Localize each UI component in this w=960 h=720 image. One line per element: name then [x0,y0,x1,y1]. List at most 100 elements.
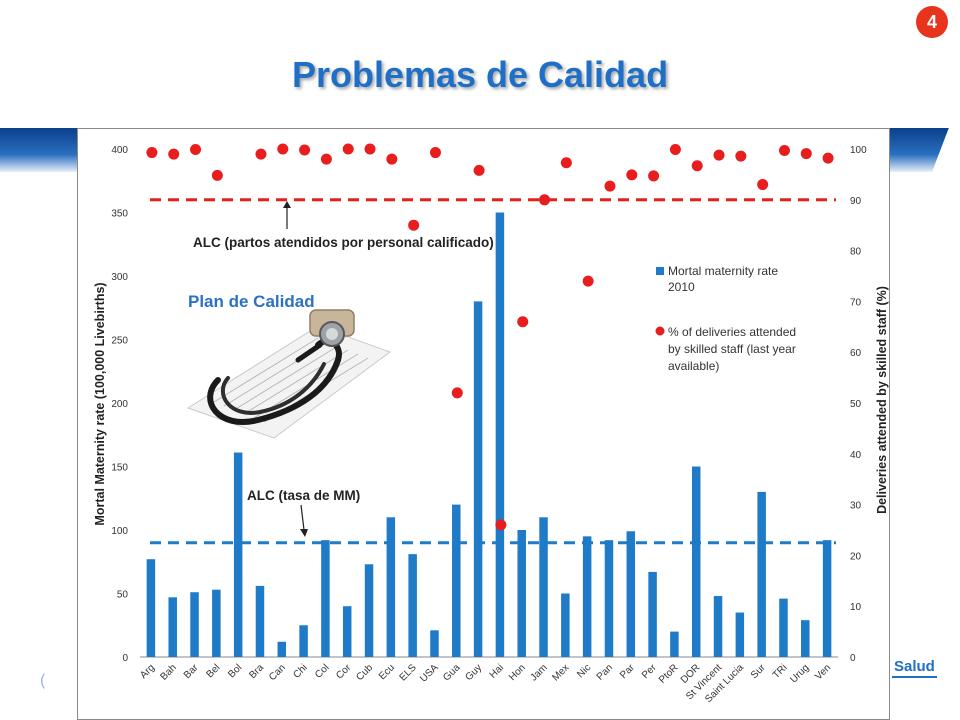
y2-tick-label: 20 [850,551,862,562]
x-tick-label: Gua [441,662,462,683]
bar [233,452,243,657]
bar [670,631,679,657]
bar [452,504,461,657]
header-swoosh-left [0,128,78,172]
bar [408,554,417,657]
bar [495,212,505,657]
dot [560,157,572,169]
y2-tick-label: 60 [850,348,862,359]
bar [255,585,265,657]
dot [735,150,747,162]
bar [539,517,548,657]
bar [582,536,592,657]
x-axis-labels: Arg Bah Bar Bel Bol Bra Can Chi Col Cor Cub Ecu ELS U… [138,662,833,705]
y2-tick-label: 30 [850,501,862,512]
bar [561,593,570,657]
y-tick-label: 150 [111,463,128,474]
bar [190,592,199,657]
x-tick-label: Urug [788,662,811,685]
x-tick-label: Guy [463,662,484,683]
bar [822,540,832,657]
dot [255,148,267,160]
dot [277,143,289,155]
x-tick-label: TRi [771,662,790,681]
x-tick-label: Bar [182,662,201,681]
footer-logo: Salud [892,658,937,678]
inset-title: Plan de Calidad [188,292,315,311]
annotation-alc-skilled-arrowhead [283,201,291,208]
y-tick-label: 400 [111,145,128,156]
dot [429,147,441,159]
dot [211,169,223,181]
bar [364,564,374,657]
x-tick-label: Bol [226,662,244,680]
y-tick-label: 350 [111,209,128,220]
x-tick-label: Cub [354,662,375,683]
right-axis: 0 10 20 30 40 50 60 70 80 90 100 [850,145,867,664]
y-tick-label: 300 [111,272,128,283]
legend-dot-swatch [655,326,665,336]
x-tick-label: Jam [529,662,550,683]
bar [212,589,221,657]
bar [801,620,810,657]
bar [779,598,788,657]
dot [517,316,529,328]
bar-series [146,212,832,657]
y-tick-label: 100 [111,526,128,537]
x-tick-label: Nic [575,662,593,680]
bar [430,630,439,657]
dot [168,148,180,160]
bar [735,612,745,657]
bar [146,559,156,657]
x-tick-label: Mex [550,662,571,683]
bar [168,597,177,657]
dot [190,144,202,156]
annotation-alc-mm: ALC (tasa de MM) [247,488,360,503]
y-tick-label: 250 [111,336,128,347]
bar [386,517,396,657]
bar [321,540,330,657]
dot [364,143,376,155]
slide-title: Problemas de Calidad [291,54,669,95]
x-tick-label: Arg [138,662,157,681]
dot [691,160,703,172]
bar [648,571,657,657]
annotation-alc-skilled: ALC (partos atendidos por personal calif… [193,235,494,250]
dot [648,170,660,182]
stethoscope-clipboard-image: Plan de Calidad [178,290,394,440]
dot [604,180,616,192]
x-tick-label: Ecu [377,662,397,682]
dot [473,164,485,176]
bar [626,531,636,657]
x-tick-label: USA [418,662,441,685]
x-tick-label: Cor [334,662,354,682]
x-tick-label: Bel [204,662,222,680]
x-tick-label: Hon [507,662,528,683]
dot [582,275,594,287]
dot [669,144,681,156]
bar [342,606,352,657]
y2-axis-title: Deliveries attended by skilled staff (%) [875,286,889,514]
y2-tick-label: 100 [850,145,867,156]
x-tick-label: Ven [813,662,833,682]
dot [626,169,638,181]
y-tick-label: 50 [117,590,129,601]
dot [146,147,158,159]
legend-bar-label: Mortal maternity rate 2010 [668,264,778,294]
dot [451,387,463,399]
y2-tick-label: 90 [850,196,862,207]
legend-dot-label: % of deliveries attended by skilled staff… [668,325,796,373]
dot [299,144,311,156]
dot [800,148,812,160]
bar [757,491,766,657]
y2-tick-label: 80 [850,247,862,258]
legend: Mortal maternity rate 2010 % of deliverie… [655,264,796,373]
dot [320,153,332,165]
y2-tick-label: 40 [850,450,862,461]
bar [604,540,614,657]
x-tick-label: Hai [488,662,506,680]
dot [342,143,354,155]
dot [386,153,398,165]
annotation-alc-mm-arrowhead [300,529,308,537]
